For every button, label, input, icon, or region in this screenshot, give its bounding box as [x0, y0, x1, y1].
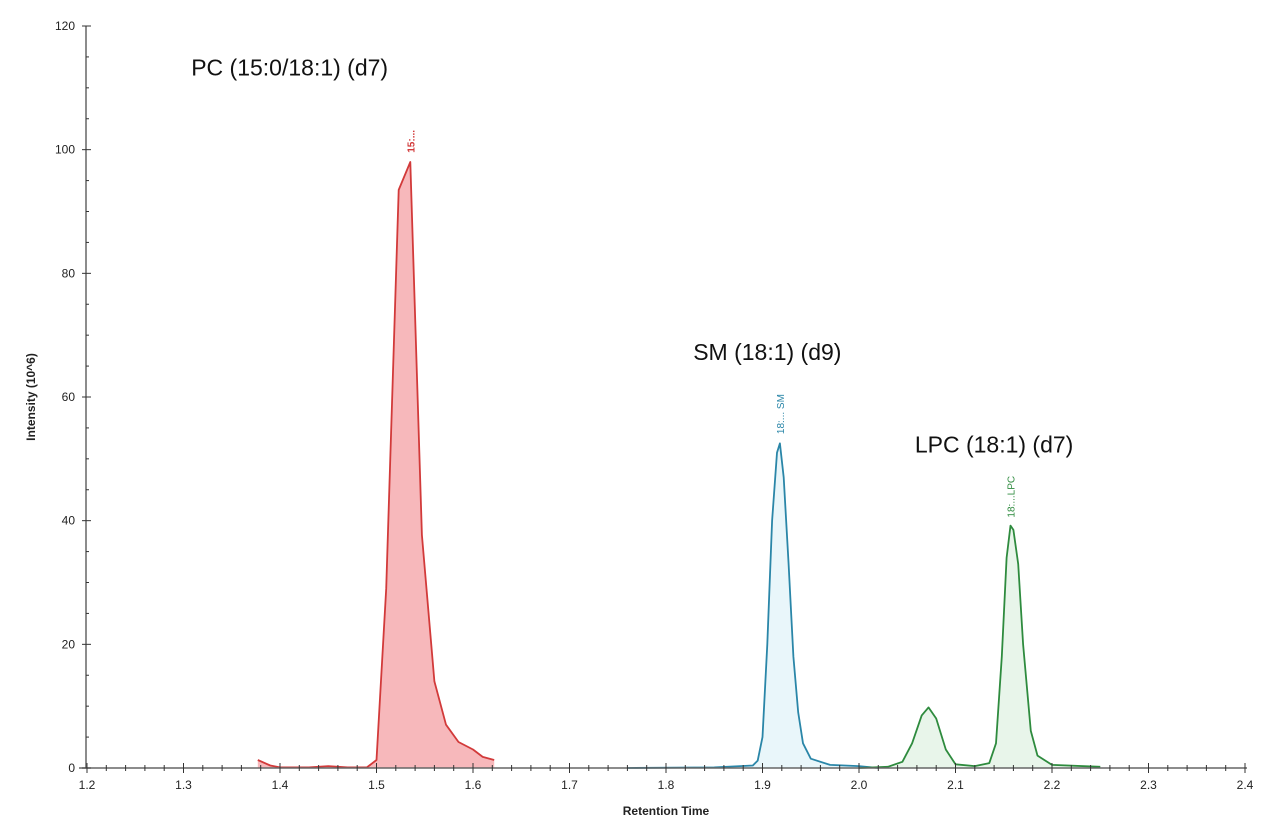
- x-tick-label: 1.3: [175, 778, 192, 792]
- y-tick-label: 120: [55, 19, 75, 33]
- y-tick-label: 60: [62, 390, 76, 404]
- y-tick-label: 20: [62, 637, 76, 651]
- peak-title-2: LPC (18:1) (d7): [915, 432, 1074, 458]
- x-tick-label: 1.2: [79, 778, 96, 792]
- series-1-area: [627, 443, 879, 768]
- peak-tag-0: 15:...: [406, 130, 417, 153]
- series-1-line: [627, 442, 879, 769]
- x-tick-label: 2.1: [947, 778, 964, 792]
- y-tick-label: 80: [62, 266, 76, 280]
- peak-title-1: SM (18:1) (d9): [693, 339, 841, 365]
- y-axis-title: Intensity (10^6): [24, 353, 38, 441]
- x-tick-label: 1.8: [658, 778, 675, 792]
- y-tick-label: 100: [55, 143, 75, 157]
- x-tick-label: 1.7: [561, 778, 578, 792]
- x-tick-label: 1.5: [368, 778, 385, 792]
- peak-title-0: PC (15:0/18:1) (d7): [191, 54, 388, 80]
- series-0-area: [257, 162, 495, 768]
- x-tick-label: 1.4: [272, 778, 289, 792]
- x-tick-label: 2.2: [1044, 778, 1061, 792]
- plot-area: PC (15:0/18:1) (d7) 15:... SM (18:1) (d9) 1…: [191, 54, 1101, 769]
- x-axis-title: Retention Time: [623, 804, 710, 818]
- x-tick-label: 1.6: [465, 778, 482, 792]
- series-0-line: [257, 161, 495, 769]
- series-2-area: [859, 525, 1101, 768]
- x-tick-label: 2.4: [1237, 778, 1254, 792]
- y-tick-label: 40: [62, 514, 76, 528]
- peak-tag-1: 18:... SM: [776, 394, 787, 434]
- x-tick-label: 2.3: [1140, 778, 1157, 792]
- x-tick-label: 2.0: [851, 778, 868, 792]
- axes: 0 20 40 60 80 100 120 1.2 1.3 1.4 1.5 1.6 1.7 1.8 1.9 2…: [55, 19, 1254, 792]
- peak-tag-2: 18:...LPC: [1007, 476, 1018, 518]
- series-2-line: [858, 524, 1101, 769]
- y-tick-label: 0: [68, 761, 75, 775]
- x-tick-label: 1.9: [754, 778, 771, 792]
